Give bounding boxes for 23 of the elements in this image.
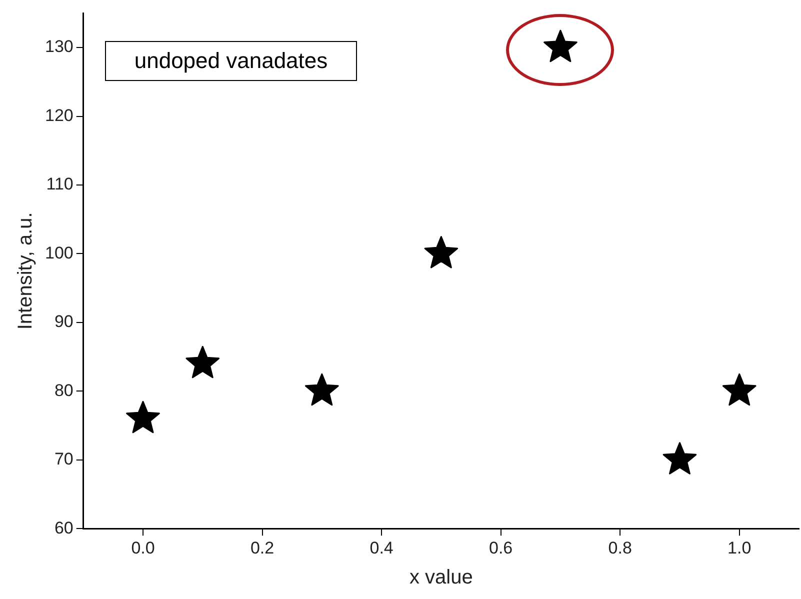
- point: [186, 346, 220, 378]
- y-tick-label: 120: [44, 106, 74, 125]
- x-tick-label: 0.0: [131, 538, 155, 558]
- y-tick-label: 70: [54, 450, 74, 469]
- point: [722, 373, 756, 406]
- y-tick-label: 100: [44, 243, 74, 262]
- point: [126, 400, 160, 434]
- y-axis-title: Intensity, a.u.: [14, 212, 37, 330]
- x-tick-label: 0.4: [370, 538, 394, 558]
- y-tick-label: 60: [54, 518, 74, 538]
- x-tick-label: 1.0: [728, 538, 752, 558]
- x-axis-title: x value: [409, 566, 473, 589]
- point: [662, 442, 697, 474]
- x-tick-label: 0.2: [250, 538, 274, 558]
- y-tick-label: 80: [54, 380, 74, 400]
- point: [304, 373, 339, 406]
- y-tick-label: 130: [44, 37, 74, 56]
- x-tick-label: 0.8: [608, 538, 632, 558]
- y-tick-label: 110: [46, 174, 74, 194]
- annotation: undoped vanadates: [105, 41, 357, 82]
- x-tick-label: 0.6: [489, 538, 513, 558]
- y-tick-label: 90: [54, 312, 74, 332]
- point: [424, 236, 458, 268]
